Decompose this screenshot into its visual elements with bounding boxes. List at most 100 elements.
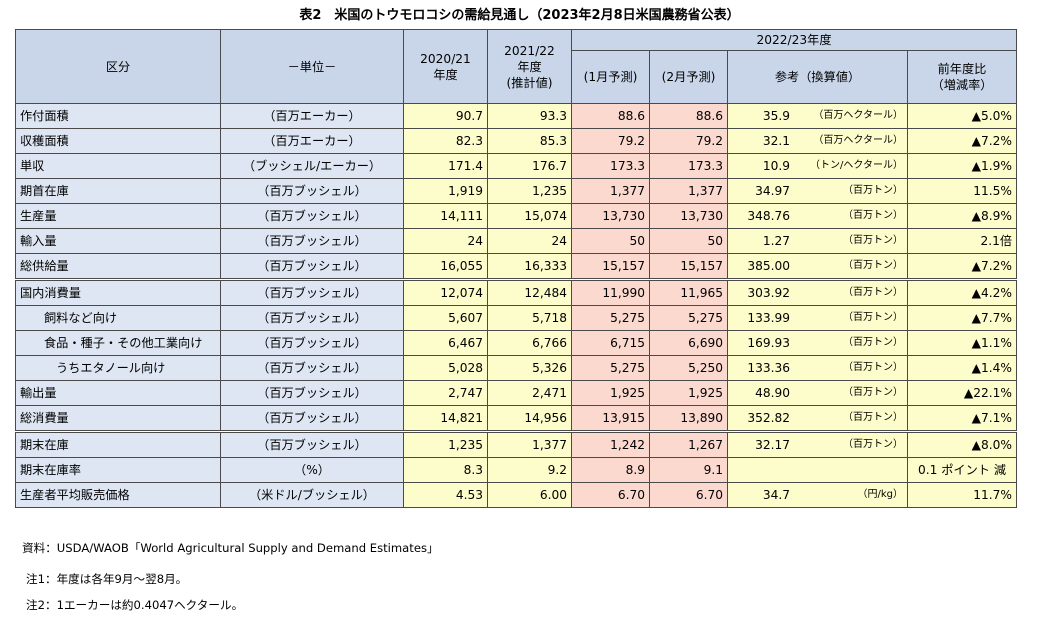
reference-value: 1.27: [762, 234, 790, 248]
value-jan-forecast: 173.3: [571, 153, 650, 179]
table-row: 生産量 （百万ブッシェル） 14,111 15,074 13,730 13,730 348.…: [15, 203, 1018, 229]
value-jan-forecast: 88.6: [571, 103, 650, 129]
row-unit: （百万ブッシェル）: [220, 228, 404, 254]
value-2020: 1,235: [403, 430, 488, 458]
reference-unit: （百万トン）: [843, 312, 903, 323]
table-row: 期末在庫率 （%） 8.3 9.2 8.9 9.1 0.1 ポイント 減: [15, 457, 1018, 483]
reference-cell: 32.17 （百万トン）: [727, 430, 908, 458]
table-body: 作付面積 （百万エーカー） 90.7 93.3 88.6 88.6 35.9 （百万ヘクタール…: [15, 103, 1018, 508]
value-jan-forecast: 15,157: [571, 253, 650, 280]
table-row: 総供給量 （百万ブッシェル） 16,055 16,333 15,157 15,157 385…: [15, 253, 1018, 280]
row-label: 食品・種子・その他工業向け: [15, 330, 221, 356]
row-unit: （百万ブッシェル）: [220, 355, 404, 381]
row-unit: （%）: [220, 457, 404, 483]
change-cell: ▲8.0%: [906, 430, 1018, 458]
row-unit: （百万ブッシェル）: [220, 178, 404, 204]
reference-unit: （百万トン）: [843, 337, 903, 348]
reference-unit: （円/kg）: [857, 489, 903, 500]
value-2020: 90.7: [403, 103, 488, 129]
reference-cell: 32.1 （百万ヘクタール）: [727, 128, 908, 154]
value-feb-forecast: 13,890: [649, 405, 728, 432]
value-jan-forecast: 5,275: [571, 355, 650, 381]
reference-cell: 48.90 （百万トン）: [727, 380, 908, 406]
reference-cell: 303.92 （百万トン）: [727, 278, 908, 306]
value-jan-forecast: 79.2: [571, 128, 650, 154]
value-2020: 16,055: [403, 253, 488, 280]
row-label: 期末在庫: [15, 430, 221, 458]
change-cell: 11.5%: [906, 178, 1018, 204]
value-jan-forecast: 11,990: [571, 278, 650, 306]
reference-unit: （百万ヘクタール）: [813, 110, 903, 121]
header-2021-year: 2021/22: [504, 43, 555, 58]
table-row: 単収 （ブッシェル/エーカー） 171.4 176.7 173.3 173.3 10.9 （ト…: [15, 153, 1018, 179]
row-unit: （百万エーカー）: [220, 128, 404, 154]
change-cell: 0.1 ポイント 減: [906, 457, 1018, 483]
change-cell: ▲4.2%: [906, 278, 1018, 306]
value-feb-forecast: 1,267: [649, 430, 728, 458]
row-unit: （百万ブッシェル）: [220, 430, 404, 458]
reference-unit: （百万ヘクタール）: [813, 135, 903, 146]
reference-unit: （百万トン）: [843, 362, 903, 373]
value-feb-forecast: 173.3: [649, 153, 728, 179]
reference-value: 32.1: [762, 134, 790, 148]
row-label: 期末在庫率: [15, 457, 221, 483]
footnote-2: 注2：1エーカーは約0.4047ヘクタール。: [26, 598, 244, 612]
header-2021-label: 年度: [517, 59, 542, 74]
header-feb-forecast: (2月予測): [649, 50, 728, 104]
value-2020: 1,919: [403, 178, 488, 204]
reference-unit: （百万トン）: [843, 185, 903, 196]
reference-unit: （百万トン）: [843, 387, 903, 398]
table-row: 期末在庫 （百万ブッシェル） 1,235 1,377 1,242 1,267 32.17 （百…: [15, 430, 1018, 458]
table-row: 期首在庫 （百万ブッシェル） 1,919 1,235 1,377 1,377 34.97 （百…: [15, 178, 1018, 204]
header-2022: 2022/23年度: [570, 29, 1018, 51]
value-jan-forecast: 50: [571, 228, 650, 254]
row-unit: （百万ブッシェル）: [220, 380, 404, 406]
value-2020: 2,747: [403, 380, 488, 406]
reference-value: 303.92: [747, 286, 790, 300]
table-row: 輸入量 （百万ブッシェル） 24 24 50 50 1.27 （百万トン） 2.1倍: [15, 228, 1018, 254]
table-title: 表2 米国のトウモロコシの需給見通し（2023年2月8日米国農務省公表）: [299, 8, 740, 23]
header-jan-forecast: (1月予測): [571, 50, 650, 104]
footnote-1: 注1：年度は各年9月～翌8月。: [26, 572, 188, 586]
reference-cell: [727, 457, 908, 483]
value-2021: 9.2: [487, 457, 572, 483]
header-change: 前年度比 （増減率）: [906, 50, 1018, 104]
value-feb-forecast: 5,250: [649, 355, 728, 381]
header-change-note: （増減率）: [931, 78, 993, 92]
value-feb-forecast: 1,377: [649, 178, 728, 204]
value-2021: 93.3: [487, 103, 572, 129]
value-2021: 12,484: [487, 278, 572, 306]
reference-cell: 35.9 （百万ヘクタール）: [727, 103, 908, 129]
row-unit: （米ドル/ブッシェル）: [220, 482, 404, 508]
reference-value: 10.9: [762, 159, 790, 173]
value-2020: 14,111: [403, 203, 488, 229]
value-2020: 5,028: [403, 355, 488, 381]
value-2021: 2,471: [487, 380, 572, 406]
value-jan-forecast: 1,925: [571, 380, 650, 406]
row-unit: （百万ブッシェル）: [220, 405, 404, 432]
reference-value: 169.93: [747, 336, 790, 350]
value-2021: 1,377: [487, 430, 572, 458]
change-cell: ▲5.0%: [906, 103, 1018, 129]
reference-unit: （百万トン）: [843, 439, 903, 450]
row-unit: （百万ブッシェル）: [220, 305, 404, 331]
row-label: 単収: [15, 153, 221, 179]
value-feb-forecast: 79.2: [649, 128, 728, 154]
reference-cell: 133.36 （百万トン）: [727, 355, 908, 381]
change-cell: ▲8.9%: [906, 203, 1018, 229]
row-label: うちエタノール向け: [15, 355, 221, 381]
row-unit: （ブッシェル/エーカー）: [220, 153, 404, 179]
header-2020: 2020/21 年度: [403, 29, 488, 104]
row-label: 生産者平均販売価格: [15, 482, 221, 508]
header-2020-year: 2020/21: [420, 51, 471, 66]
reference-cell: 385.00 （百万トン）: [727, 253, 908, 280]
value-2021: 176.7: [487, 153, 572, 179]
value-jan-forecast: 13,915: [571, 405, 650, 432]
reference-cell: 34.97 （百万トン）: [727, 178, 908, 204]
row-label: 国内消費量: [15, 278, 221, 306]
value-2021: 85.3: [487, 128, 572, 154]
source-note: 資料：USDA/WAOB「World Agricultural Supply a…: [22, 541, 439, 555]
row-label: 期首在庫: [15, 178, 221, 204]
reference-unit: （百万トン）: [843, 412, 903, 423]
change-cell: ▲7.7%: [906, 305, 1018, 331]
